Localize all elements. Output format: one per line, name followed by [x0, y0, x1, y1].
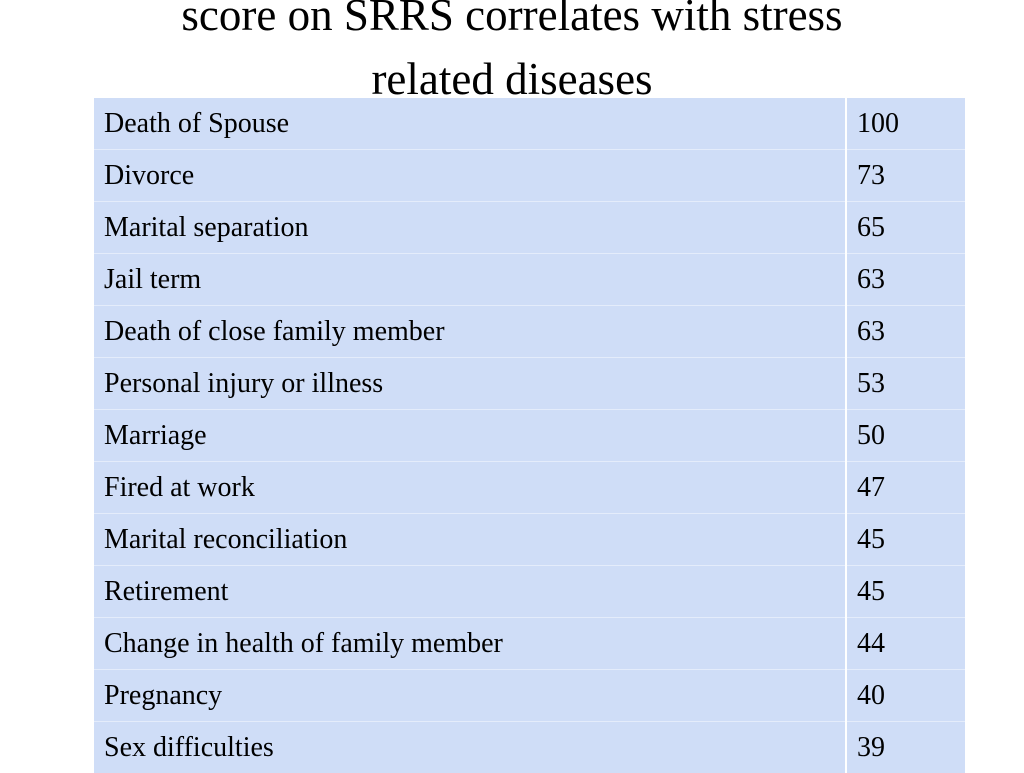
- value-cell: 40: [846, 670, 965, 722]
- event-cell: Retirement: [94, 566, 846, 618]
- table-row: Divorce 73: [94, 150, 965, 202]
- value-cell: 45: [846, 566, 965, 618]
- value-cell: 65: [846, 202, 965, 254]
- value-cell: 50: [846, 410, 965, 462]
- event-cell: Change in health of family member: [94, 618, 846, 670]
- event-cell: Jail term: [94, 254, 846, 306]
- life-events-table: Death of Spouse 100 Divorce 73 Marital s…: [94, 98, 965, 773]
- table-row: Death of Spouse 100: [94, 98, 965, 150]
- event-cell: Personal injury or illness: [94, 358, 846, 410]
- event-cell: Death of Spouse: [94, 98, 846, 150]
- value-cell: 45: [846, 514, 965, 566]
- event-cell: Divorce: [94, 150, 846, 202]
- slide-title-line-1: score on SRRS correlates with stress: [0, 0, 1024, 47]
- table-row: Jail term 63: [94, 254, 965, 306]
- value-cell: 47: [846, 462, 965, 514]
- table-row: Marriage 50: [94, 410, 965, 462]
- event-cell: Marital separation: [94, 202, 846, 254]
- table-row: Personal injury or illness 53: [94, 358, 965, 410]
- table-row: Pregnancy 40: [94, 670, 965, 722]
- table-row: Retirement 45: [94, 566, 965, 618]
- table-row: Fired at work 47: [94, 462, 965, 514]
- value-cell: 44: [846, 618, 965, 670]
- event-cell: Death of close family member: [94, 306, 846, 358]
- table-row: Marital separation 65: [94, 202, 965, 254]
- value-cell: 53: [846, 358, 965, 410]
- stress-scale-table: Death of Spouse 100 Divorce 73 Marital s…: [94, 98, 965, 773]
- event-cell: Marriage: [94, 410, 846, 462]
- value-cell: 73: [846, 150, 965, 202]
- value-cell: 39: [846, 722, 965, 773]
- event-cell: Sex difficulties: [94, 722, 846, 773]
- event-cell: Marital reconciliation: [94, 514, 846, 566]
- table-row: Death of close family member 63: [94, 306, 965, 358]
- event-cell: Fired at work: [94, 462, 846, 514]
- table-row: Change in health of family member 44: [94, 618, 965, 670]
- slide-title: score on SRRS correlates with stress rel…: [0, 0, 1024, 111]
- value-cell: 63: [846, 306, 965, 358]
- table-row: Sex difficulties 39: [94, 722, 965, 773]
- event-cell: Pregnancy: [94, 670, 846, 722]
- value-cell: 100: [846, 98, 965, 150]
- value-cell: 63: [846, 254, 965, 306]
- table-row: Marital reconciliation 45: [94, 514, 965, 566]
